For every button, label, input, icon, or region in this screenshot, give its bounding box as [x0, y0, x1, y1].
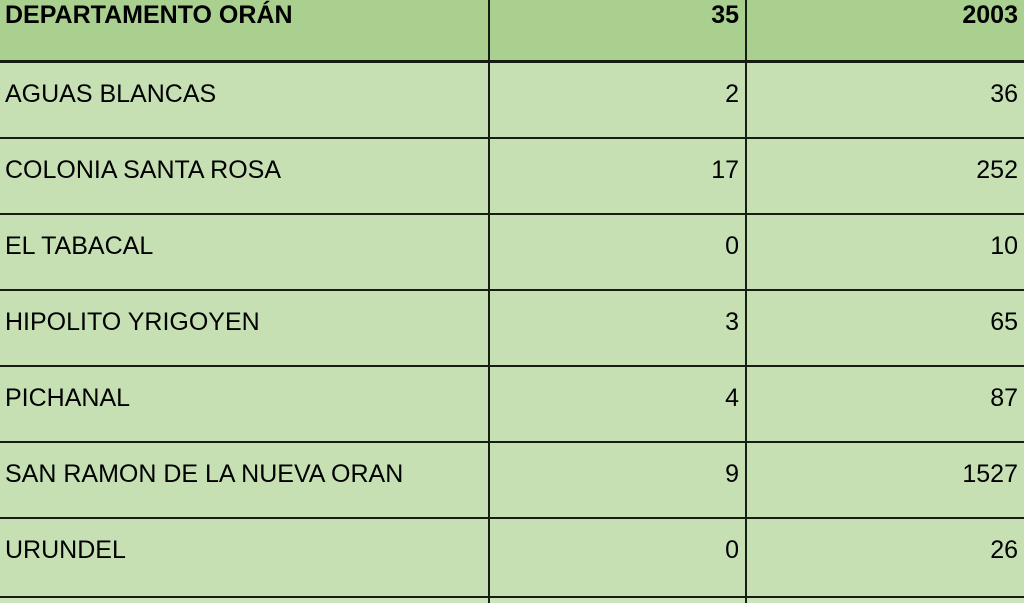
locality-cell[interactable]: HIPOLITO YRIGOYEN	[0, 291, 490, 365]
value2-cell[interactable]: 252	[976, 156, 1018, 184]
locality-cell[interactable]: COLONIA SANTA ROSA	[0, 139, 490, 213]
value2-cell[interactable]: 26	[990, 536, 1018, 564]
table-header-row: DEPARTAMENTO ORÁN 35 2003	[0, 0, 1024, 63]
value1-cell[interactable]: 9	[490, 443, 747, 517]
locality-cell[interactable]: EL TABACAL	[0, 215, 490, 289]
table-row: AGUAS BLANCAS 2 36	[0, 63, 1024, 139]
header-value2-cell[interactable]: 2003	[962, 1, 1018, 29]
value2-cell[interactable]: 10	[990, 232, 1018, 260]
value2-cell[interactable]: 1527	[962, 460, 1018, 488]
value1-cell[interactable]: 17	[490, 139, 747, 213]
value2-cell[interactable]: 36	[990, 80, 1018, 108]
locality-cell[interactable]: PICHANAL	[0, 367, 490, 441]
header-value1-cell[interactable]: 35	[490, 0, 747, 60]
value1-cell[interactable]: 2	[490, 63, 747, 137]
value1-cell[interactable]: 0	[490, 215, 747, 289]
locality-cell[interactable]: SAN RAMON DE LA NUEVA ORAN	[0, 443, 490, 517]
value1-cell[interactable]: 3	[490, 291, 747, 365]
locality-cell[interactable]: AGUAS BLANCAS	[0, 63, 490, 137]
table-row: SAN RAMON DE LA NUEVA ORAN 9 1527	[0, 443, 1024, 519]
value1-cell[interactable]: 4	[490, 367, 747, 441]
table-row: COLONIA SANTA ROSA 17 252	[0, 139, 1024, 215]
locality-cell[interactable]: URUNDEL	[0, 519, 490, 596]
table-row: URUNDEL 0 26	[0, 519, 1024, 598]
header-department-cell[interactable]: DEPARTAMENTO ORÁN	[0, 0, 490, 60]
table-row: PICHANAL 4 87	[0, 367, 1024, 443]
table-row: HIPOLITO YRIGOYEN 3 65	[0, 291, 1024, 367]
value1-cell[interactable]: 0	[490, 519, 747, 596]
value2-cell[interactable]: 65	[990, 308, 1018, 336]
partial-next-row	[0, 598, 1024, 603]
value2-cell[interactable]: 87	[990, 384, 1018, 412]
table-row: EL TABACAL 0 10	[0, 215, 1024, 291]
